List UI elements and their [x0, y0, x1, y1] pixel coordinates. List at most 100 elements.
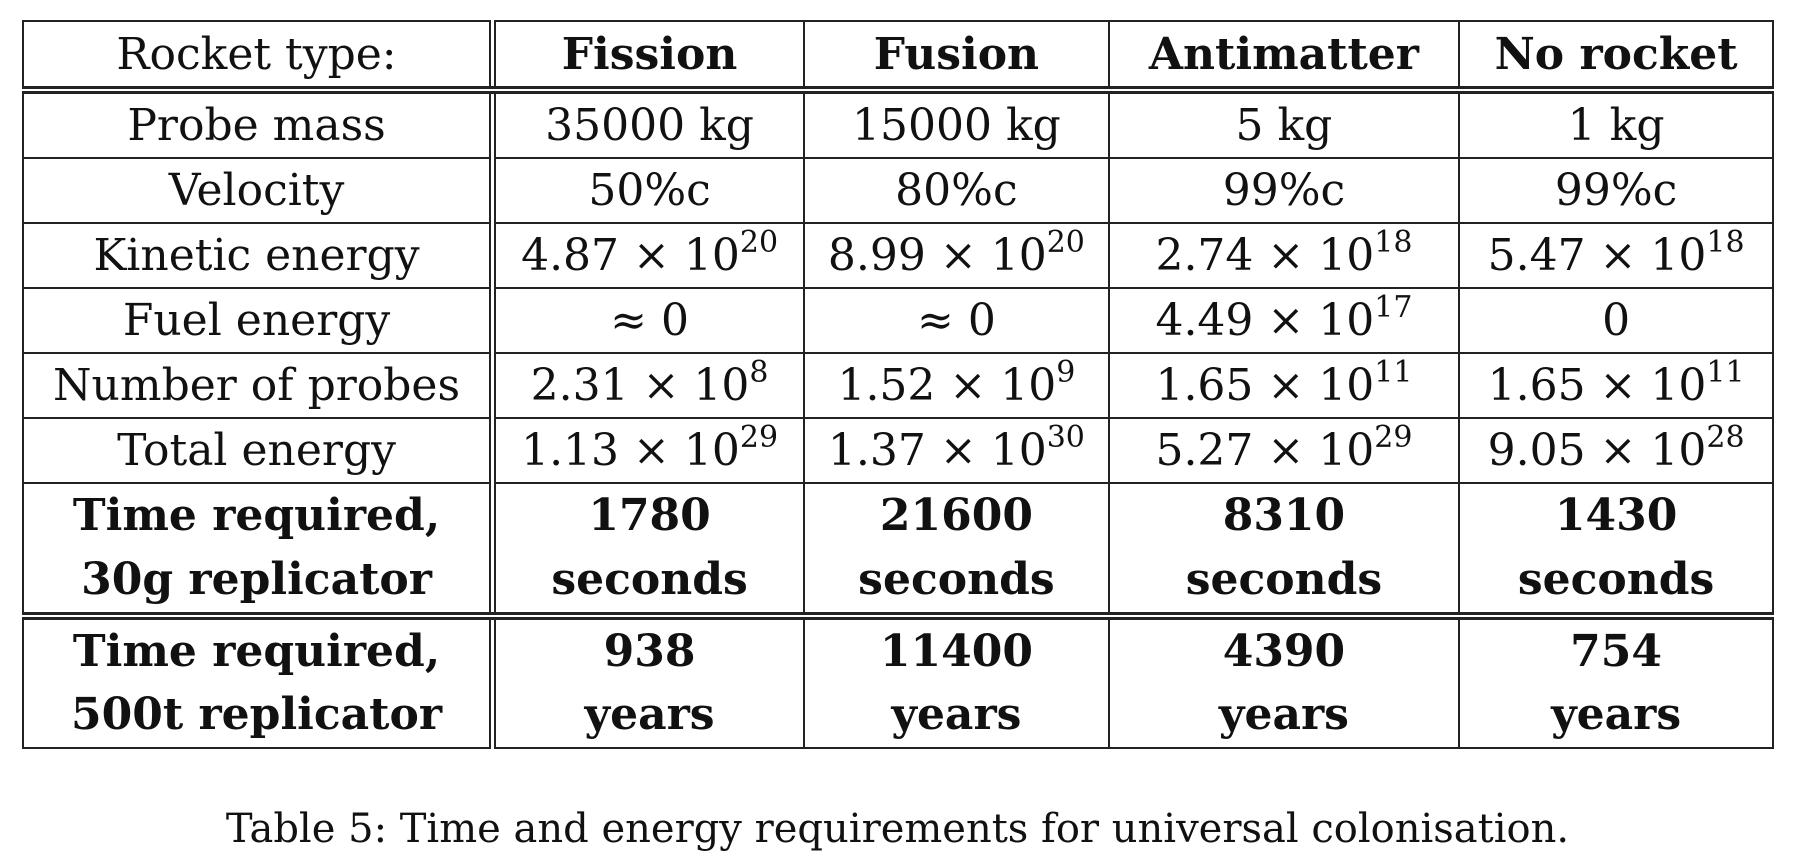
time-unit: seconds — [1185, 553, 1383, 605]
header-fusion: Fusion — [803, 20, 1110, 94]
table-cell: 4.49 × 1017 — [1107, 287, 1461, 354]
table-cell: 4390 years — [1107, 614, 1461, 750]
header-fission: Fission — [491, 20, 806, 94]
table-row: Velocity 50%c 80%c 99%c 99%c — [22, 157, 1774, 224]
header-label: Rocket type: — [22, 20, 497, 94]
time-unit: seconds — [551, 553, 748, 605]
cell-exponent: 11 — [1374, 355, 1413, 390]
row-label: Time required, 500t replicator — [22, 614, 497, 750]
time-value: 8310 — [1222, 490, 1346, 541]
table-cell: 5.47 × 1018 — [1458, 222, 1774, 289]
cell-value: 50%c — [588, 165, 711, 216]
table-cell: ≈ 0 — [491, 287, 806, 354]
row-label-line-1: Time required, — [72, 490, 441, 541]
cell-mantissa: 1.37 × 10 — [827, 425, 1047, 476]
table-cell: 0 — [1458, 287, 1774, 354]
cell-mantissa: 4.87 × 10 — [521, 230, 740, 281]
table-cell: 2.74 × 1018 — [1107, 222, 1461, 289]
table-row: Number of probes 2.31 × 108 1.52 × 109 1.65… — [22, 352, 1774, 419]
cell-exponent: 20 — [739, 225, 779, 260]
cell-mantissa: 1.52 × 10 — [837, 360, 1057, 411]
table-cell: 2.31 × 108 — [491, 352, 806, 419]
energy-requirements-table-wrapper: Rocket type: Fission Fusion Antimatter N… — [22, 20, 1774, 750]
energy-requirements-table: Rocket type: Fission Fusion Antimatter N… — [22, 20, 1774, 750]
table-row: Probe mass 35000 kg 15000 kg 5 kg 1 kg — [22, 89, 1774, 159]
table-cell: 1.65 × 1011 — [1458, 352, 1774, 419]
cell-mantissa: 1.65 × 10 — [1487, 360, 1707, 411]
table-cell: 1.37 × 1030 — [803, 417, 1110, 484]
header-no-rocket: No rocket — [1458, 20, 1774, 94]
cell-value: 99%c — [1222, 165, 1346, 216]
table-cell: 80%c — [803, 157, 1110, 224]
cell-exponent: 9 — [1056, 355, 1076, 390]
row-label: Probe mass — [22, 89, 497, 159]
table-row: Total energy 1.13 × 1029 1.37 × 1030 5.27 ×… — [22, 417, 1774, 484]
row-label-line-1: Time required, — [72, 625, 441, 677]
table-row: Fuel energy ≈ 0 ≈ 0 4.49 × 1017 0 — [22, 287, 1774, 354]
table-cell: 1430 seconds — [1458, 482, 1774, 620]
header-antimatter: Antimatter — [1107, 20, 1461, 94]
row-label: Velocity — [22, 157, 497, 224]
table-cell: 4.87 × 1020 — [491, 222, 806, 289]
row-label-line-2: 30g replicator — [81, 553, 432, 605]
row-label: Kinetic energy — [22, 222, 497, 289]
cell-mantissa: 8.99 × 10 — [827, 230, 1047, 281]
time-500t-row: Time required, 500t replicator 938 years 114… — [22, 614, 1774, 750]
table-cell: 35000 kg — [491, 89, 806, 159]
cell-mantissa: 1.13 × 10 — [521, 425, 740, 476]
cell-mantissa: 2.74 × 10 — [1155, 230, 1375, 281]
time-value: 4390 — [1222, 625, 1346, 677]
row-label: Total energy — [22, 417, 497, 484]
time-unit: years — [584, 689, 715, 741]
table-cell: 754 years — [1458, 614, 1774, 750]
time-unit: years — [1551, 689, 1682, 741]
time-value: 938 — [603, 625, 696, 677]
cell-mantissa: 4.49 × 10 — [1155, 295, 1375, 346]
table-row: Kinetic energy 4.87 × 1020 8.99 × 1020 2.74… — [22, 222, 1774, 289]
time-unit: seconds — [858, 553, 1055, 605]
table-cell: 5 kg — [1107, 89, 1461, 159]
time-30g-row: Time required, 30g replicator 1780 seconds 2… — [22, 482, 1774, 620]
time-unit: seconds — [1517, 553, 1715, 605]
cell-value: 80%c — [895, 165, 1018, 216]
cell-exponent: 8 — [749, 355, 769, 390]
table-cell: 5.27 × 1029 — [1107, 417, 1461, 484]
table-cell: 9.05 × 1028 — [1458, 417, 1774, 484]
table-cell: 1780 seconds — [491, 482, 806, 620]
cell-value: 99%c — [1554, 165, 1678, 216]
cell-value: 35000 kg — [545, 100, 754, 151]
table-cell: 938 years — [491, 614, 806, 750]
cell-exponent: 29 — [739, 420, 779, 455]
time-value: 1780 — [588, 490, 711, 541]
table-cell: 15000 kg — [803, 89, 1110, 159]
cell-value: 15000 kg — [852, 100, 1061, 151]
table-cell: 1.65 × 1011 — [1107, 352, 1461, 419]
time-unit: years — [1218, 689, 1349, 741]
cell-mantissa: 2.31 × 10 — [530, 360, 750, 411]
cell-exponent: 18 — [1374, 225, 1413, 260]
cell-exponent: 28 — [1706, 420, 1745, 455]
table-cell: 8310 seconds — [1107, 482, 1461, 620]
table-caption: Table 5: Time and energy requirements fo… — [225, 806, 1570, 852]
table-cell: 99%c — [1458, 157, 1774, 224]
table-cell: 1 kg — [1458, 89, 1774, 159]
cell-exponent: 18 — [1706, 225, 1745, 260]
header-row: Rocket type: Fission Fusion Antimatter N… — [22, 20, 1774, 94]
row-label: Time required, 30g replicator — [22, 482, 497, 620]
row-label: Number of probes — [22, 352, 497, 419]
time-unit: years — [891, 689, 1022, 741]
cell-value: ≈ 0 — [610, 295, 689, 346]
cell-exponent: 20 — [1046, 225, 1085, 260]
cell-value: 0 — [1602, 295, 1631, 346]
table-cell: ≈ 0 — [803, 287, 1110, 354]
cell-mantissa: 9.05 × 10 — [1487, 425, 1707, 476]
table-cell: 99%c — [1107, 157, 1461, 224]
cell-value: ≈ 0 — [916, 295, 996, 346]
cell-value: 1 kg — [1567, 100, 1665, 151]
cell-value: 5 kg — [1235, 100, 1333, 151]
table-cell: 1.52 × 109 — [803, 352, 1110, 419]
time-value: 1430 — [1554, 490, 1678, 541]
table-cell: 50%c — [491, 157, 806, 224]
cell-exponent: 30 — [1046, 420, 1085, 455]
table-cell: 8.99 × 1020 — [803, 222, 1110, 289]
